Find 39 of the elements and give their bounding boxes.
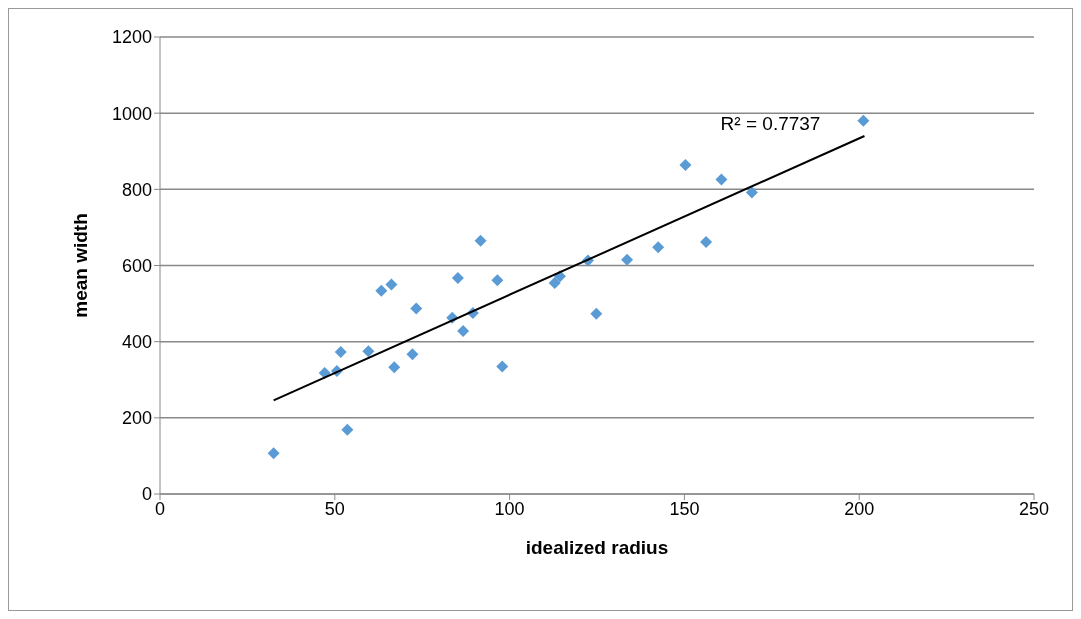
point — [362, 345, 375, 358]
point — [451, 272, 464, 285]
point — [745, 186, 758, 199]
point — [385, 278, 398, 291]
x-tick-label: 100 — [494, 498, 525, 519]
point — [548, 277, 561, 290]
point — [474, 234, 487, 247]
point — [491, 274, 504, 287]
point — [388, 361, 401, 374]
point — [341, 423, 354, 436]
y-tick-label: 800 — [121, 179, 152, 200]
x-tick-label: 150 — [669, 498, 700, 519]
annotation: R² = 0.7737 — [720, 113, 821, 135]
point — [410, 302, 423, 315]
y-tick-label: 200 — [121, 408, 152, 429]
point — [652, 241, 665, 254]
y-tick-label: 0 — [141, 484, 152, 505]
x-axis-title: idealized radius — [525, 537, 669, 558]
x-tick-label: 200 — [844, 498, 875, 519]
point — [857, 114, 870, 127]
point — [267, 447, 280, 460]
x-tick-label: 50 — [324, 498, 345, 519]
x-tick-label: 0 — [154, 498, 166, 519]
point — [679, 158, 692, 171]
point — [457, 325, 470, 337]
point — [621, 253, 634, 266]
y-axis-title: mean width — [69, 213, 91, 318]
y-tick-label: 400 — [121, 332, 152, 353]
y-tick-label: 600 — [121, 255, 152, 276]
point — [375, 284, 388, 297]
y-tick-label: 1200 — [111, 27, 152, 48]
y-tick-label: 1000 — [111, 103, 152, 124]
x-tick-label: 250 — [1018, 498, 1050, 519]
point — [334, 345, 347, 358]
point — [496, 360, 509, 373]
point — [700, 235, 713, 248]
point — [715, 173, 728, 186]
point — [406, 348, 419, 361]
point — [590, 307, 603, 320]
